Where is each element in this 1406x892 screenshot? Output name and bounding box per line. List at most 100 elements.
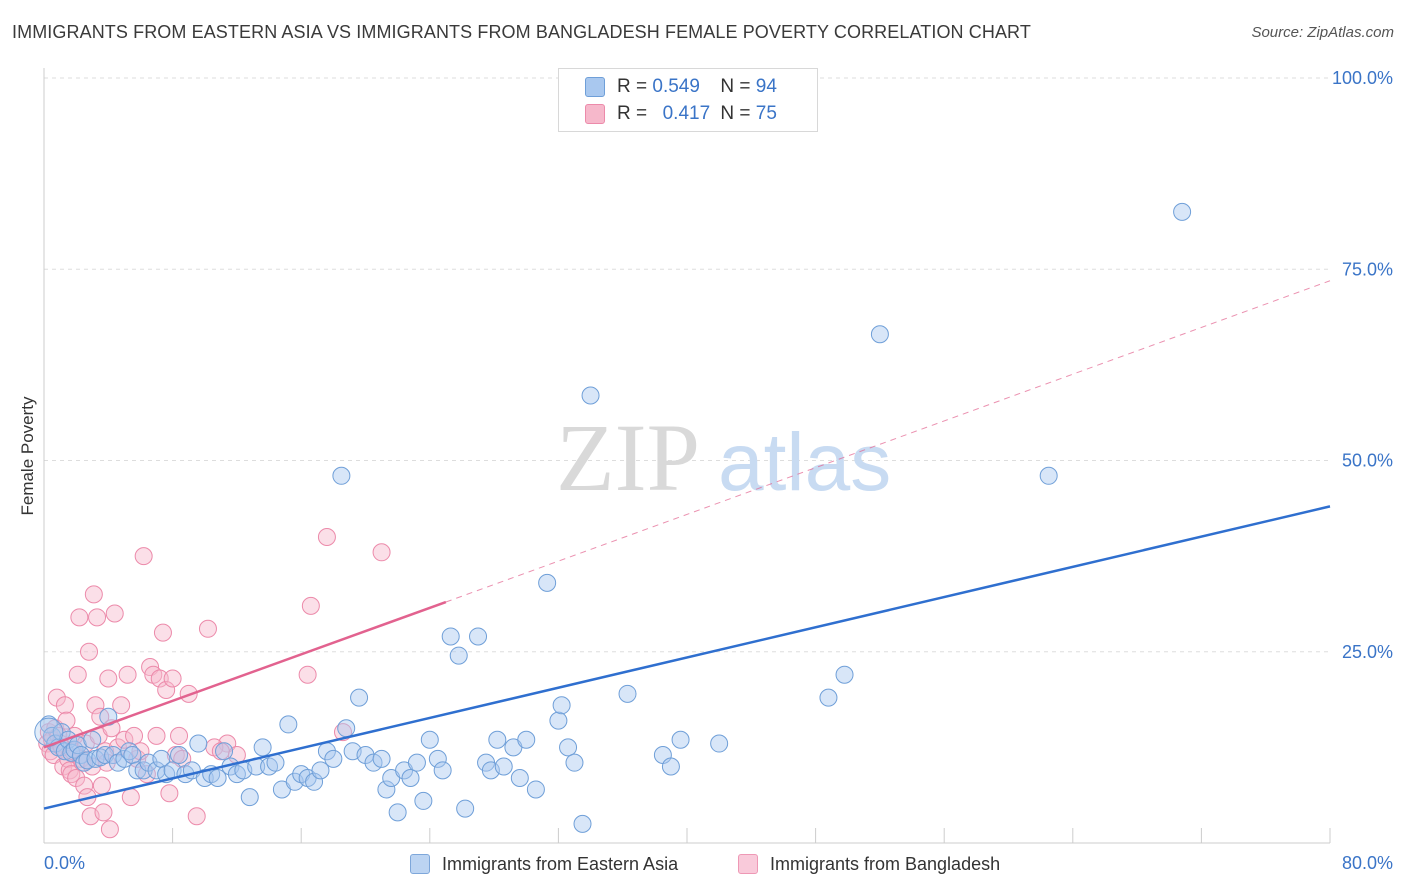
data-point-eastern-asia	[428, 749, 447, 768]
data-point-eastern-asia	[377, 780, 396, 799]
data-point-eastern-asia	[123, 746, 142, 765]
data-point-eastern-asia	[83, 730, 102, 749]
data-point-bangladesh	[88, 608, 107, 627]
trend-extension-bangladesh	[445, 280, 1331, 603]
legend-r-value-blue: 0.549	[652, 76, 700, 97]
trend-line-bangladesh	[43, 600, 447, 749]
data-point-bangladesh	[84, 585, 103, 604]
bottom-legend-label-pink: Immigrants from Bangladesh	[770, 853, 1001, 874]
data-point-bangladesh	[118, 665, 137, 684]
data-point-eastern-asia	[1173, 202, 1192, 221]
legend-row-pink: R = 0.417 N = 75	[585, 102, 777, 126]
data-point-eastern-asia	[456, 799, 475, 818]
data-point-bangladesh	[198, 619, 217, 638]
data-point-eastern-asia	[215, 742, 234, 761]
data-point-bangladesh	[70, 608, 89, 627]
data-point-eastern-asia	[253, 738, 272, 757]
data-point-eastern-asia	[581, 386, 600, 405]
data-point-eastern-asia	[420, 730, 439, 749]
x-tick-label: 0.0%	[44, 853, 85, 873]
data-point-bangladesh	[317, 528, 336, 546]
data-point-eastern-asia	[332, 466, 351, 485]
data-point-bangladesh	[160, 784, 179, 803]
data-point-bangladesh	[170, 726, 189, 745]
legend-r-label: R =	[617, 76, 648, 97]
data-point-bangladesh	[94, 803, 113, 822]
trend-line-eastern-asia	[43, 505, 1331, 810]
legend-n-value-pink: 75	[755, 103, 777, 124]
data-point-bangladesh	[157, 681, 176, 699]
data-point-eastern-asia	[407, 753, 426, 772]
data-point-eastern-asia	[510, 768, 529, 787]
bangladesh-points	[38, 528, 391, 839]
data-point-bangladesh	[115, 730, 134, 749]
data-point-eastern-asia	[565, 753, 584, 772]
watermark-zip: ZIP	[556, 404, 700, 511]
data-point-eastern-asia	[517, 730, 536, 749]
data-point-eastern-asia	[311, 761, 330, 780]
data-point-eastern-asia	[559, 738, 578, 757]
data-point-eastern-asia	[549, 711, 568, 730]
data-point-eastern-asia	[552, 696, 571, 715]
bottom-legend-swatch-pink	[738, 854, 758, 874]
data-point-eastern-asia	[324, 749, 343, 768]
y-tick-label: 25.0%	[1342, 642, 1393, 662]
data-point-eastern-asia	[147, 761, 166, 780]
legend-r-label: R =	[617, 103, 648, 124]
data-point-bangladesh	[86, 696, 105, 715]
bottom-legend-label-blue: Immigrants from Eastern Asia	[442, 853, 679, 874]
data-point-bangladesh	[147, 726, 166, 745]
data-point-eastern-asia	[661, 757, 680, 776]
data-point-eastern-asia	[433, 761, 452, 780]
watermark-atlas: atlas	[718, 417, 891, 508]
data-point-eastern-asia	[488, 730, 507, 749]
data-point-eastern-asia	[449, 646, 468, 665]
data-point-bangladesh	[112, 696, 131, 715]
legend-n-value-blue: 94	[755, 76, 777, 97]
gridlines	[44, 77, 1330, 653]
data-point-eastern-asia	[870, 325, 889, 344]
data-point-bangladesh	[99, 669, 118, 688]
x-tick-label: 80.0%	[1342, 853, 1393, 873]
data-point-bangladesh	[100, 820, 119, 839]
data-point-eastern-asia	[240, 788, 259, 807]
data-point-eastern-asia	[671, 730, 690, 749]
chart-title: IMMIGRANTS FROM EASTERN ASIA VS IMMIGRAN…	[12, 22, 1031, 42]
data-point-eastern-asia	[835, 665, 854, 684]
data-point-bangladesh	[121, 788, 140, 807]
legend-n-label: N =	[720, 103, 751, 124]
axes	[43, 68, 1331, 844]
data-point-bangladesh	[134, 547, 153, 566]
y-tick-label: 75.0%	[1342, 259, 1393, 279]
data-point-bangladesh	[301, 596, 320, 615]
data-point-bangladesh	[150, 669, 169, 688]
data-point-eastern-asia	[279, 715, 298, 734]
legend-r-value-pink: 0.417	[662, 103, 711, 124]
y-tick-label: 100.0%	[1332, 68, 1393, 88]
data-point-eastern-asia	[441, 627, 460, 646]
watermark: ZIP atlas	[556, 404, 891, 511]
source-label: Source: ZipAtlas.com	[1251, 24, 1394, 41]
legend-n-label: N =	[720, 76, 751, 97]
data-point-eastern-asia	[189, 734, 208, 753]
legend-swatch-blue	[585, 77, 605, 97]
data-point-eastern-asia	[388, 803, 407, 822]
legend-swatch-pink	[585, 104, 605, 124]
tick-labels: 25.0% 50.0% 75.0% 100.0% 0.0% 80.0%	[44, 68, 1393, 873]
data-point-eastern-asia	[494, 757, 513, 776]
data-point-eastern-asia	[170, 746, 189, 765]
data-point-eastern-asia	[526, 780, 545, 799]
data-point-bangladesh	[163, 669, 182, 688]
legend-row-blue: R = 0.549 N = 94	[585, 75, 777, 99]
data-point-bangladesh	[125, 726, 144, 745]
bottom-legend-swatch-blue	[410, 854, 430, 874]
data-point-eastern-asia	[618, 684, 637, 703]
y-tick-label: 50.0%	[1342, 451, 1393, 471]
eastern-asia-points	[34, 202, 1192, 833]
data-point-bangladesh	[105, 604, 124, 623]
stats-legend: R = 0.549 N = 94 R = 0.417 N = 75	[558, 68, 818, 132]
data-point-eastern-asia	[75, 753, 94, 772]
data-point-bangladesh	[55, 696, 74, 715]
data-point-eastern-asia	[372, 749, 391, 768]
